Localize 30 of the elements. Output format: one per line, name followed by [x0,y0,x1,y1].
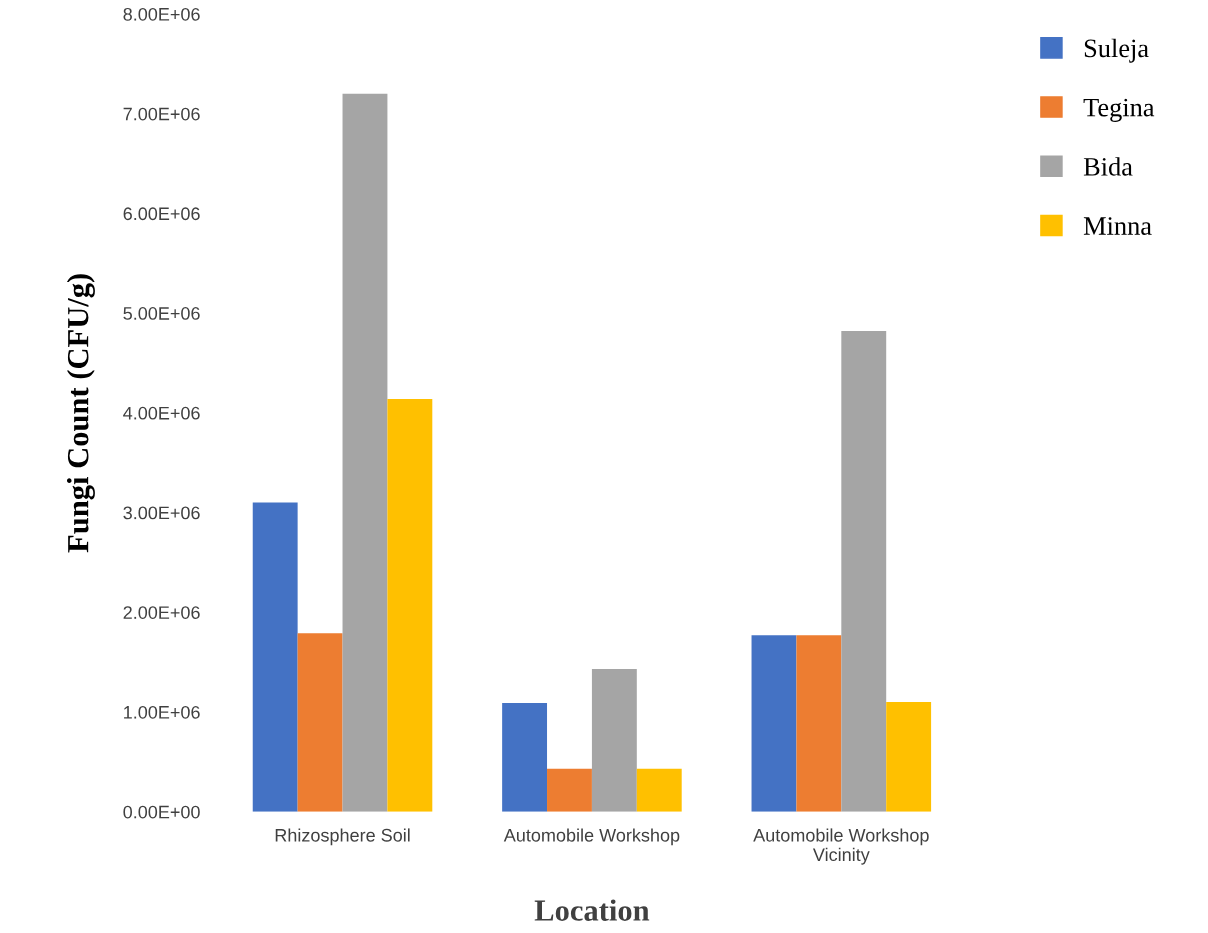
y-tick-label: 5.00E+06 [123,307,200,320]
legend-label: Bida [1083,157,1133,176]
bar [636,768,682,812]
bar [387,398,433,812]
x-tick-label: Automobile Workshop Vicinity [753,828,929,865]
y-tick-label: 8.00E+06 [123,7,200,21]
bar [342,93,388,812]
legend-label: Tegina [1083,98,1155,122]
x-tick-label: Rhizosphere Soil [275,828,410,846]
y-tick-label: 1.00E+06 [124,705,200,719]
legend-label: Minna [1083,217,1152,235]
bar [297,633,343,812]
y-tick-label: 2.00E+06 [123,606,200,619]
bar [751,635,797,812]
bar [547,768,592,812]
x-axis-title: Location [534,899,650,921]
bar [886,702,932,812]
bar [841,331,887,812]
y-axis-title: Fungi Count (CFU/g) [66,274,95,553]
y-tick-label: 0.00E+00 [123,805,200,819]
y-tick-label: 7.00E+06 [123,107,200,121]
y-tick-label: 4.00E+06 [123,406,200,420]
bar [502,703,548,812]
legend-label: Suleja [1084,38,1149,63]
bar [591,669,637,812]
x-tick-label: Automobile Workshop [503,828,680,846]
y-tick-label: 6.00E+06 [123,207,200,221]
bar [796,635,842,812]
bar [252,502,298,812]
y-tick-label: 3.00E+06 [123,506,200,520]
